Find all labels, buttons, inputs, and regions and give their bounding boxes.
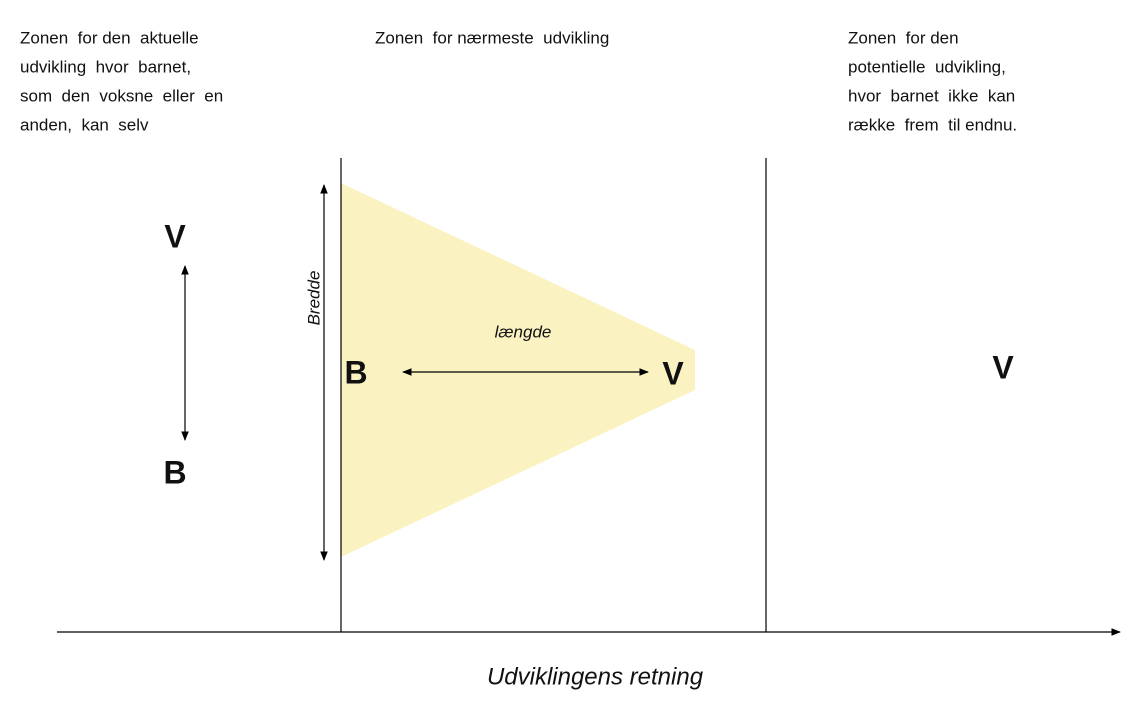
middle-v: V [662, 355, 684, 391]
middle-b: B [344, 354, 367, 390]
zone-text-line: Zonen for nærmeste udvikling [375, 28, 609, 47]
axis-label: Udviklingens retning [487, 663, 704, 690]
left-v: V [164, 218, 186, 254]
left-b: B [163, 454, 186, 490]
zone-text-line: potentielle udvikling, [848, 57, 1006, 76]
length-label: længde [495, 322, 552, 341]
right-v: V [992, 349, 1014, 385]
zone-texts: Zonen for den aktuelle udvikling hvor bar… [20, 28, 1017, 134]
zone-text-line: Zonen for den [848, 28, 959, 47]
zone-text-line: udvikling hvor barnet, [20, 57, 191, 76]
width-label: Bredde [304, 271, 323, 326]
zone-text-line: række frem til endnu. [848, 115, 1017, 134]
zone-text-line: Zonen for den aktuelle [20, 28, 199, 47]
zone-text-line: anden, kan selv [20, 115, 149, 134]
zone-text-line: som den voksne eller en [20, 86, 223, 105]
zone-text-line: hvor barnet ikke kan [848, 86, 1015, 105]
